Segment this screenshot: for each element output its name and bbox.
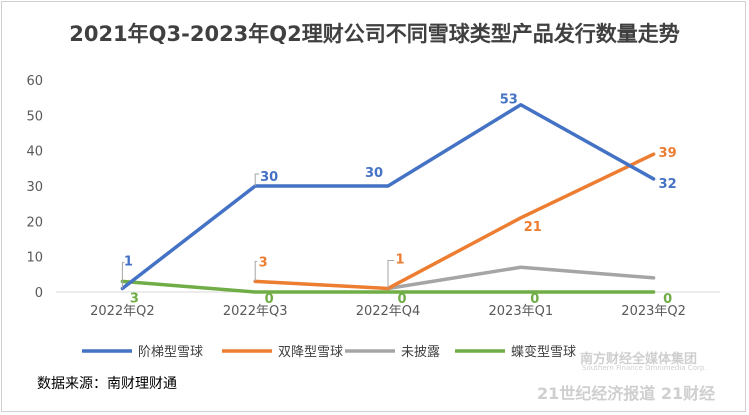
data-label: 39 [659, 146, 677, 161]
data-label: 3 [259, 255, 268, 270]
y-tick-label: 20 [26, 215, 43, 230]
leader-line [387, 259, 394, 289]
leader-line [254, 260, 258, 282]
data-label: 0 [265, 292, 274, 307]
x-tick-label: 2022年Q4 [356, 304, 421, 319]
series-line-2 [386, 265, 656, 291]
series-line-1 [253, 152, 656, 291]
data-label: 21 [524, 220, 542, 235]
x-tick-label: 2023年Q1 [489, 304, 554, 319]
y-tick-label: 30 [26, 180, 43, 195]
data-label: 3 [130, 291, 139, 306]
data-label: 0 [397, 292, 406, 307]
data-label: 32 [659, 177, 677, 192]
chart-title: 2021年Q3-2023年Q2理财公司不同雪球类型产品发行数量走势 [69, 22, 680, 46]
legend-label: 蝶变型雪球 [511, 344, 576, 360]
series-line-0 [120, 102, 656, 291]
data-label: 1 [395, 252, 404, 267]
legend-label: 未披露 [401, 345, 440, 360]
y-tick-label: 50 [26, 109, 43, 124]
data-source-note: 数据来源：南财理财通 [37, 376, 177, 392]
y-tick-label: 60 [26, 74, 43, 89]
x-tick-label: 2022年Q3 [223, 304, 288, 319]
data-label: 30 [260, 170, 278, 185]
series-line-3 [120, 279, 656, 294]
data-label: 1 [124, 254, 133, 269]
data-label: 53 [500, 93, 518, 108]
data-label: 0 [530, 292, 539, 307]
data-label: 0 [663, 292, 672, 307]
watermark-line3: 21世纪经济报道 21财经 [537, 384, 716, 403]
leader-line [254, 173, 260, 186]
y-tick-label: 0 [35, 286, 43, 301]
watermark-line1: 南方财经全媒体集团 [580, 352, 698, 367]
legend-label: 阶梯型雪球 [138, 345, 203, 360]
legend-label: 双降型雪球 [278, 345, 343, 360]
data-label: 30 [365, 166, 383, 181]
x-tick-label: 2022年Q2 [90, 304, 155, 319]
y-tick-label: 10 [26, 251, 43, 266]
watermark-line2: Southern Finance Omnimedia Corp. [582, 364, 707, 372]
x-tick-label: 2023年Q2 [621, 304, 686, 319]
y-tick-label: 40 [26, 145, 43, 160]
leader-line [121, 261, 125, 289]
